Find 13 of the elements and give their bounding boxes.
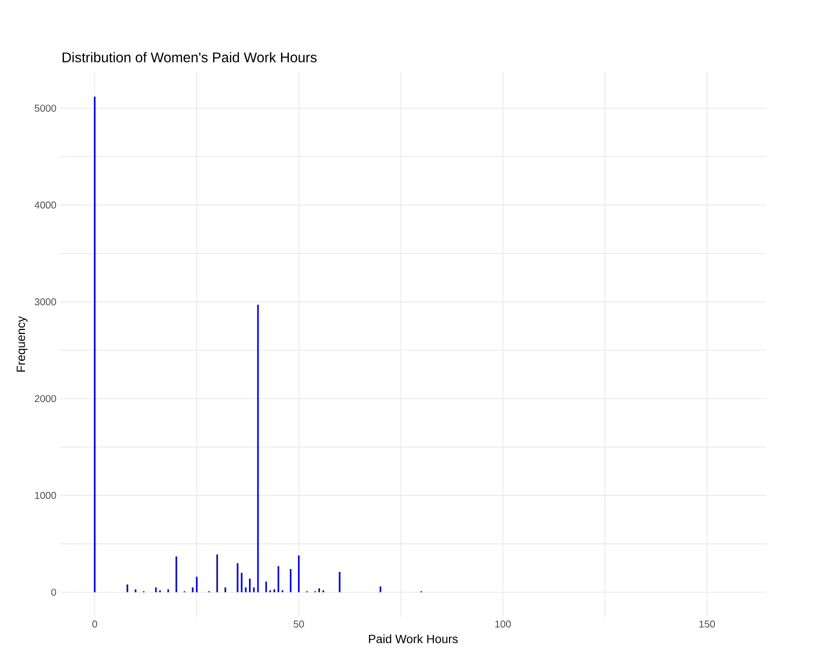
x-tick-label: 0 (92, 620, 98, 628)
x-tick-label: 50 (294, 620, 304, 628)
y-axis-title: Frequency (16, 316, 28, 372)
y-tick-label: 0 (51, 588, 56, 596)
x-tick-label: 150 (699, 620, 715, 628)
y-tick-label: 5000 (34, 104, 56, 112)
y-tick-label: 2000 (34, 395, 56, 402)
y-tick-label: 1000 (35, 492, 56, 499)
x-axis-title: Paid Work Hours (369, 634, 458, 644)
y-tick-label: 3000 (34, 298, 56, 306)
y-tick-label: 4000 (34, 201, 56, 209)
chart-title: Distribution of Women's Paid Work Hours (62, 52, 317, 62)
x-tick-label: 100 (495, 620, 511, 628)
